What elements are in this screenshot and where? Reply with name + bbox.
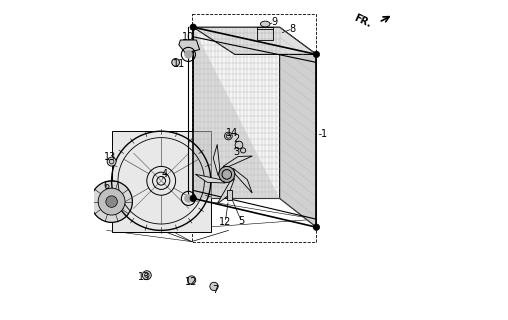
Circle shape	[187, 276, 196, 284]
Text: 8: 8	[290, 24, 296, 34]
Text: 9: 9	[272, 17, 278, 28]
Ellipse shape	[261, 21, 270, 27]
Polygon shape	[227, 190, 232, 200]
Text: 2: 2	[233, 134, 240, 144]
Text: 14: 14	[226, 128, 238, 138]
Circle shape	[222, 170, 232, 179]
Circle shape	[98, 188, 125, 215]
Polygon shape	[213, 144, 220, 176]
Circle shape	[235, 141, 243, 149]
Circle shape	[313, 51, 320, 58]
Polygon shape	[279, 27, 316, 227]
Circle shape	[184, 51, 192, 58]
Text: FR.: FR.	[352, 12, 372, 29]
Circle shape	[225, 132, 232, 140]
Polygon shape	[193, 27, 316, 54]
Polygon shape	[179, 40, 200, 53]
Circle shape	[313, 224, 320, 230]
Bar	[112, 131, 211, 232]
Circle shape	[210, 282, 218, 291]
Circle shape	[241, 148, 246, 153]
Circle shape	[106, 196, 117, 207]
Circle shape	[219, 166, 235, 182]
Text: 13: 13	[104, 152, 116, 162]
Polygon shape	[193, 27, 279, 198]
Text: 12: 12	[185, 276, 198, 287]
Bar	[81, 243, 93, 250]
Circle shape	[91, 181, 133, 222]
Circle shape	[107, 157, 116, 166]
Polygon shape	[195, 174, 225, 183]
Circle shape	[190, 195, 197, 202]
Text: 1: 1	[322, 129, 328, 140]
Circle shape	[142, 271, 151, 280]
Text: 13: 13	[138, 272, 150, 282]
Circle shape	[184, 195, 192, 202]
Polygon shape	[233, 168, 252, 193]
Polygon shape	[193, 27, 279, 198]
Text: 11: 11	[173, 59, 185, 69]
Text: 7: 7	[212, 284, 219, 295]
Circle shape	[172, 59, 179, 66]
Text: 4: 4	[162, 169, 168, 180]
Circle shape	[190, 24, 197, 30]
Text: 10: 10	[182, 32, 195, 42]
Text: 6: 6	[104, 180, 110, 191]
Polygon shape	[217, 179, 235, 204]
Polygon shape	[223, 156, 252, 166]
Text: 3: 3	[233, 147, 239, 157]
Text: 12: 12	[219, 217, 231, 228]
Text: 5: 5	[238, 216, 244, 226]
